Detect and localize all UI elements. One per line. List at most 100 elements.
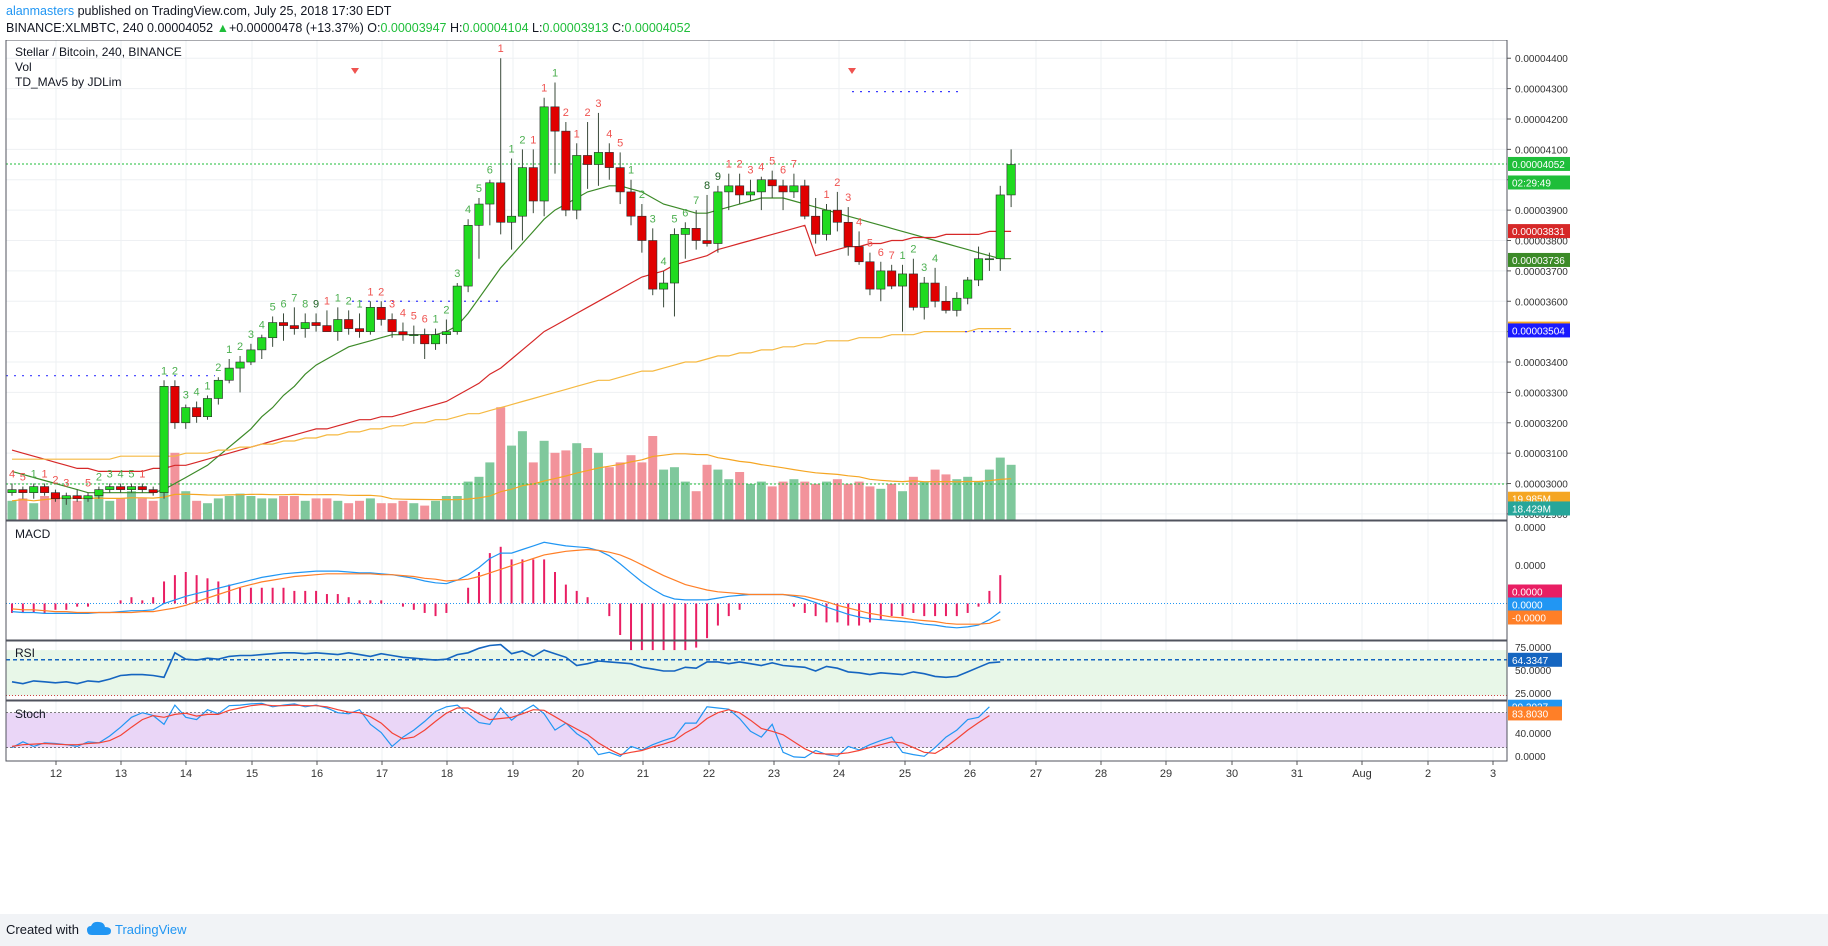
volume-bar xyxy=(431,500,441,520)
moving-averages xyxy=(6,91,1507,494)
candle-body xyxy=(615,167,625,193)
time-tick-label: 21 xyxy=(637,768,649,780)
macd-badge xyxy=(1508,597,1562,612)
pane-tick-label: 25.0000 xyxy=(1515,689,1552,700)
td-count-label: 2 xyxy=(215,362,221,374)
volume-bar xyxy=(724,479,734,520)
tradingview-cloud-icon xyxy=(86,920,112,941)
macd-badge xyxy=(1508,610,1562,625)
volume-bar xyxy=(615,462,625,520)
high-label: H: xyxy=(450,21,463,35)
candle-body xyxy=(496,182,506,223)
td-count-label: 3 xyxy=(845,192,851,204)
volume-bar xyxy=(756,481,766,520)
time-tick-label: Aug xyxy=(1352,768,1372,780)
candle-body xyxy=(550,106,560,132)
time-tick-label: 16 xyxy=(311,768,323,780)
candle-body xyxy=(485,182,495,205)
price-tick-label: 0.00003600 xyxy=(1515,297,1568,308)
td-count-label: 1 xyxy=(530,134,536,146)
price-badge xyxy=(1508,501,1570,516)
candle-body xyxy=(952,297,962,311)
author-link[interactable]: alanmasters xyxy=(6,4,75,18)
stoch-pane xyxy=(6,702,1507,759)
price-tick-label: 0.00003400 xyxy=(1515,358,1568,369)
td-count-label: 1 xyxy=(324,295,330,307)
candle-body xyxy=(669,234,679,284)
up-triangle-icon: ▲ xyxy=(216,21,229,35)
td-count-label: 2 xyxy=(585,107,591,119)
td-count-label: 1 xyxy=(335,292,341,304)
volume-bar xyxy=(593,452,603,520)
pane-borders xyxy=(5,40,1508,762)
price-badge-label: 0.00003736 xyxy=(1512,256,1565,267)
time-axis-bg xyxy=(0,761,1828,780)
volume-bar xyxy=(550,452,560,520)
candle-body xyxy=(322,325,332,332)
td-count-label: 5 xyxy=(128,469,134,481)
volume-bar xyxy=(257,498,267,520)
price-tick-label: 0.00003700 xyxy=(1515,267,1568,278)
td-count-label: 7 xyxy=(791,159,797,171)
volume-bar xyxy=(984,469,994,520)
volume-bar xyxy=(528,462,538,520)
td-count-label: 9 xyxy=(715,171,721,183)
volume-bar xyxy=(137,498,147,520)
volume-bar xyxy=(126,491,136,520)
volume-bar xyxy=(876,488,886,520)
td-count-label: 4 xyxy=(118,469,124,481)
volume-bar xyxy=(83,498,93,520)
volume-bar xyxy=(941,474,951,520)
candle-body xyxy=(832,209,842,223)
candle-body xyxy=(116,486,126,490)
candle-body xyxy=(691,228,701,241)
candle-body xyxy=(713,191,723,244)
td-count-label: 3 xyxy=(107,469,113,481)
td-count-label: 7 xyxy=(693,195,699,207)
pane-tick-label: 50.0000 xyxy=(1515,666,1552,677)
price-tick-label: 0.00003100 xyxy=(1515,449,1568,460)
td-count-label: 4 xyxy=(194,387,200,399)
candle-body xyxy=(474,203,484,226)
candle-body xyxy=(919,282,929,308)
td-count-label: 4 xyxy=(9,469,15,481)
ma-green-line xyxy=(11,185,1012,494)
td-count-label: 1 xyxy=(42,469,48,481)
candle-body xyxy=(29,486,39,493)
td-count-label: 4 xyxy=(932,253,938,265)
td-count-label: 6 xyxy=(682,207,688,219)
rsi-badge xyxy=(1508,652,1562,667)
volume-bar xyxy=(94,496,104,520)
time-tick-label: 28 xyxy=(1095,768,1107,780)
pane-tick-label: 0.0000 xyxy=(1515,752,1546,763)
td-count-label: 7 xyxy=(291,292,297,304)
td-count-label: 5 xyxy=(20,472,26,484)
volume-bar xyxy=(18,498,28,520)
td-count-label: 5 xyxy=(867,238,873,250)
candle-body xyxy=(376,307,386,320)
volume-bar xyxy=(116,498,126,520)
td-count-label: 2 xyxy=(237,341,243,353)
price-tick-label: 0.00004100 xyxy=(1515,145,1568,156)
td-count-label: 4 xyxy=(465,204,471,216)
volume-bar xyxy=(517,431,527,520)
volume-bar xyxy=(745,484,755,520)
stoch-band xyxy=(6,712,1507,748)
volume-bar xyxy=(452,496,462,520)
rsi-pane xyxy=(6,643,1507,696)
volume-ma-line xyxy=(11,453,1012,502)
tradingview-brand[interactable]: TradingView xyxy=(115,922,187,937)
time-tick-label: 20 xyxy=(572,768,584,780)
volume-bar xyxy=(735,472,745,520)
legend-td: TD_MAv5 by JDLim xyxy=(15,75,121,89)
td-count-label: 5 xyxy=(769,156,775,168)
volume-bar xyxy=(40,496,50,520)
legend-vol: Vol xyxy=(15,60,32,74)
td-count-label: 7 xyxy=(889,250,895,262)
volume-bar xyxy=(626,455,636,520)
td-count-label: 4 xyxy=(758,162,764,174)
price-badge xyxy=(1508,224,1570,239)
time-tick-label: 27 xyxy=(1030,768,1042,780)
last-price: 0.00004052 xyxy=(147,21,214,35)
